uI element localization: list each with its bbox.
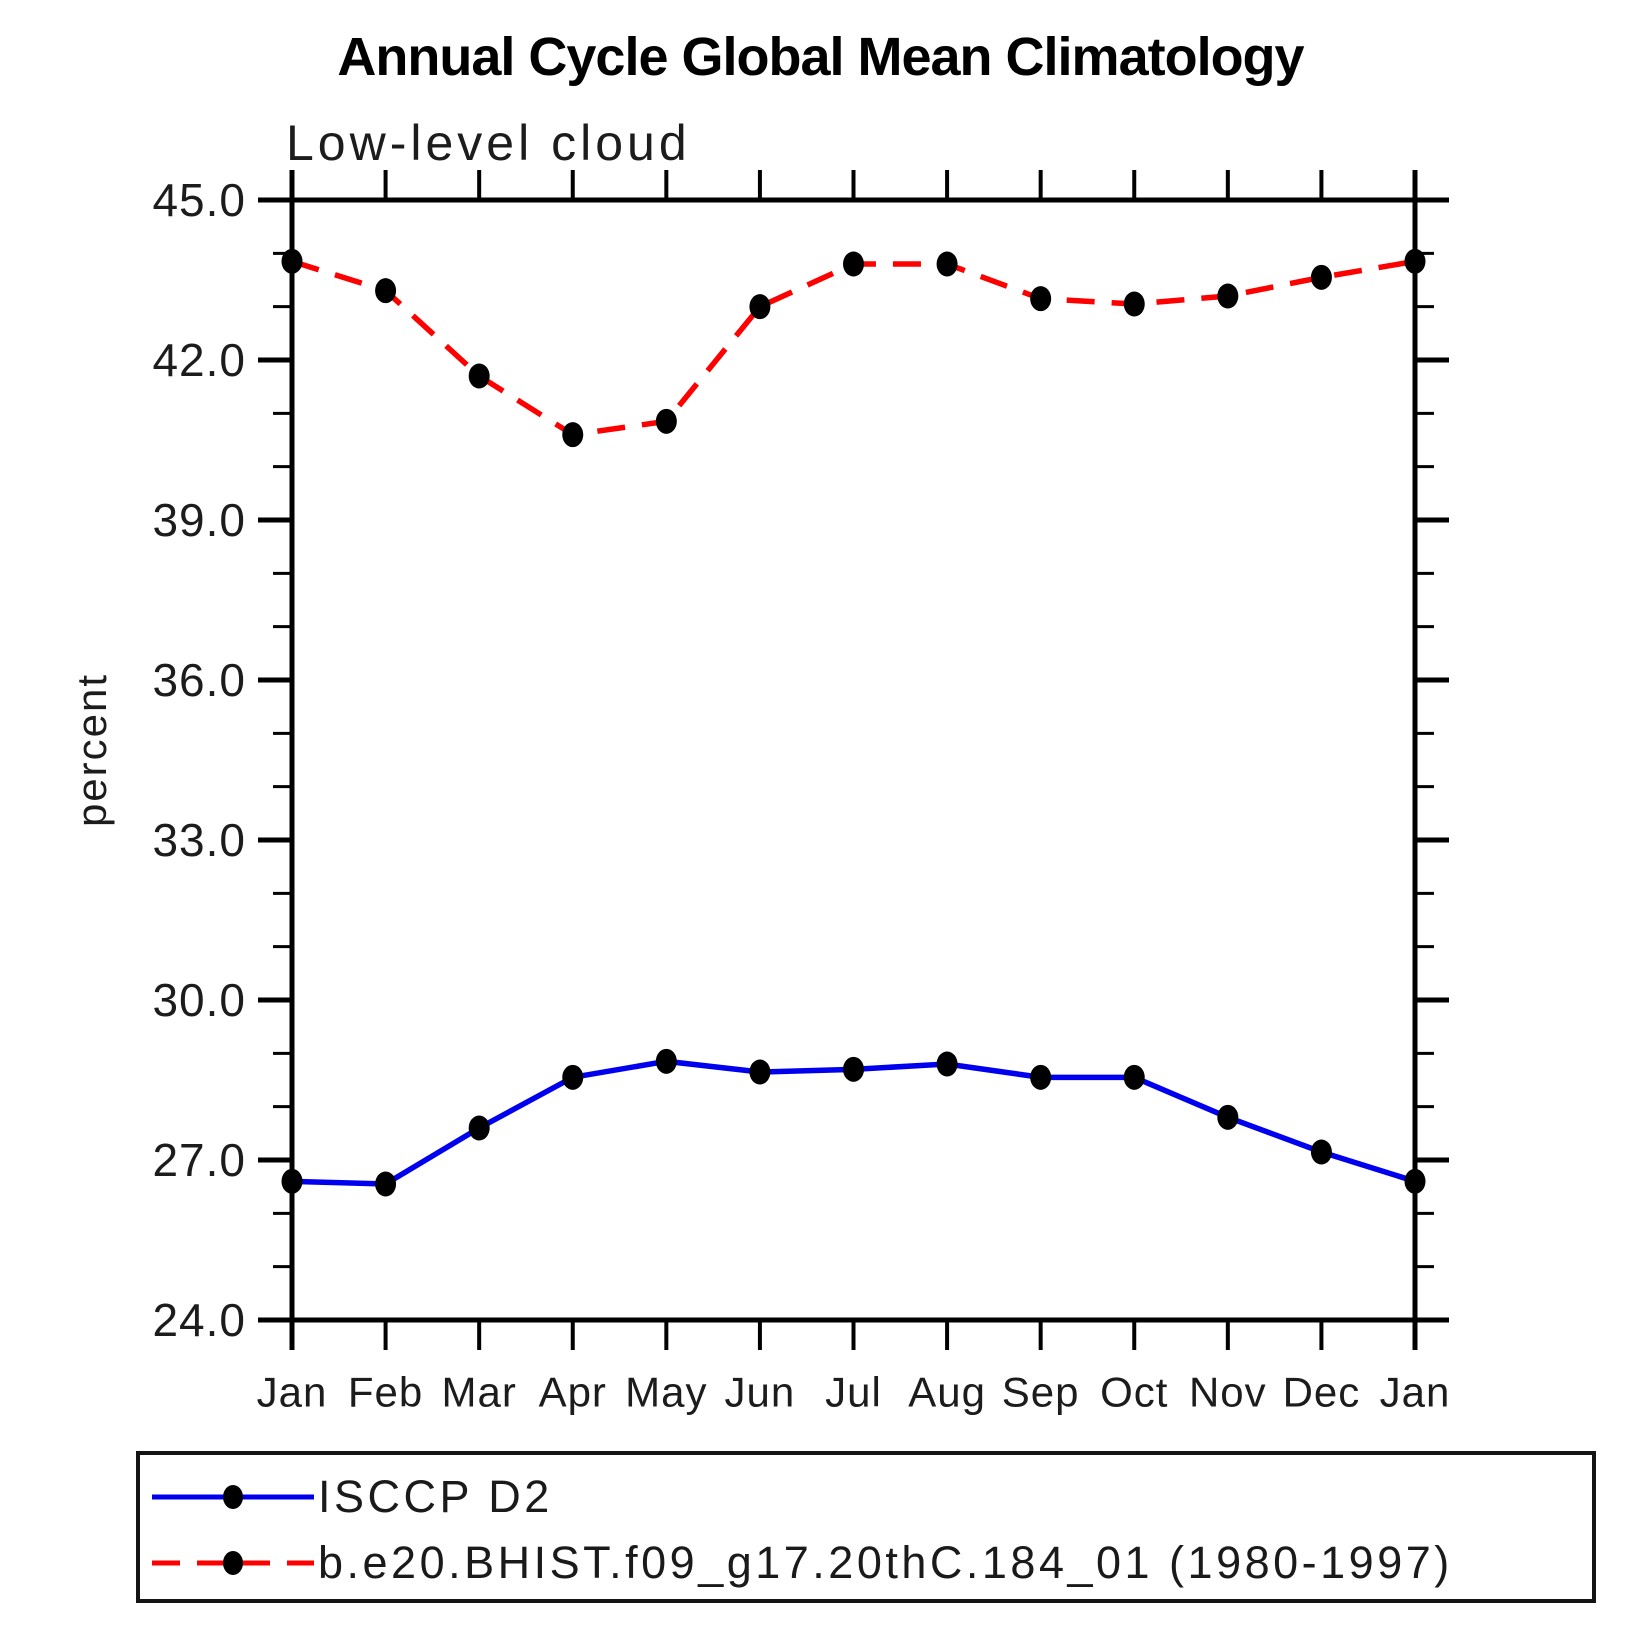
data-point-marker (1310, 1139, 1332, 1165)
x-axis-tick-label: Dec (1283, 1369, 1361, 1416)
data-point-marker (749, 294, 771, 320)
data-point-marker (843, 1056, 864, 1082)
x-axis-tick-label: May (625, 1369, 707, 1416)
data-point-marker (1310, 264, 1332, 290)
data-point-marker (936, 251, 958, 277)
x-axis-tick-label: Feb (348, 1369, 423, 1416)
data-point-marker (1123, 1064, 1145, 1090)
legend-line-sample-solid (152, 1485, 314, 1509)
legend-label-isccp-d2: ISCCP D2 (318, 1471, 553, 1522)
y-axis-tick-label: 42.0 (152, 334, 246, 386)
data-point-marker (749, 1059, 771, 1085)
legend-label-model: b.e20.BHIST.f09_g17.20thC.184_01 (1980-1… (318, 1537, 1453, 1588)
y-axis-tick-label: 30.0 (152, 974, 246, 1026)
data-point-marker (655, 1048, 677, 1074)
data-point-marker (281, 248, 303, 274)
data-point-marker (1217, 1104, 1239, 1130)
x-axis-tick-label: Jan (1380, 1369, 1451, 1416)
data-point-marker (843, 251, 864, 277)
chart-subtitle: Low-level cloud (286, 115, 691, 171)
x-axis-tick-label: Jul (825, 1369, 882, 1416)
data-point-marker (1404, 248, 1426, 274)
legend-line-sample-dashed (152, 1551, 314, 1575)
y-axis-tick-label: 33.0 (152, 814, 246, 866)
data-point-marker (1030, 1064, 1052, 1090)
x-axis-tick-label: Jan (257, 1369, 328, 1416)
data-point-marker (468, 363, 490, 389)
data-point-marker (281, 1168, 303, 1194)
data-point-marker (375, 278, 397, 304)
x-axis-tick-label: Aug (908, 1369, 986, 1416)
x-axis-tick-label: Jun (725, 1369, 796, 1416)
data-point-marker (655, 408, 677, 434)
data-point-marker (1404, 1168, 1426, 1194)
data-point-marker (562, 1064, 584, 1090)
legend-entry-isccp-d2: ISCCP D2 (146, 1471, 553, 1522)
x-axis-tick-label: Mar (441, 1369, 516, 1416)
series-line-1 (291, 258, 1416, 438)
legend-marker-dot (223, 1485, 243, 1509)
y-axis-tick-label: 24.0 (152, 1294, 246, 1346)
data-point-marker (936, 1051, 958, 1077)
legend-entry-model: b.e20.BHIST.f09_g17.20thC.184_01 (1980-1… (146, 1537, 1453, 1588)
data-point-marker (375, 1171, 397, 1197)
x-axis-tick-label: Nov (1189, 1369, 1267, 1416)
y-axis-tick-label: 39.0 (152, 494, 246, 546)
chart-title: Annual Cycle Global Mean Climatology (337, 27, 1304, 87)
y-axis-tick-label: 45.0 (152, 174, 246, 226)
x-axis-tick-label: Sep (1002, 1369, 1080, 1416)
legend-marker-dot (223, 1551, 243, 1575)
legend: ISCCP D2 b.e20.BHIST.f09_g17.20thC.184_0… (136, 1451, 1596, 1603)
data-point-marker (468, 1115, 490, 1141)
y-axis-tick-label: 27.0 (152, 1134, 246, 1186)
y-axis-tick-label: 36.0 (152, 654, 246, 706)
x-axis-tick-label: Oct (1100, 1369, 1168, 1416)
x-axis-tick-label: Apr (539, 1369, 607, 1416)
data-point-marker (1030, 286, 1052, 312)
data-point-marker (1123, 291, 1145, 317)
data-point-marker (562, 422, 584, 448)
data-point-marker (1217, 283, 1239, 309)
